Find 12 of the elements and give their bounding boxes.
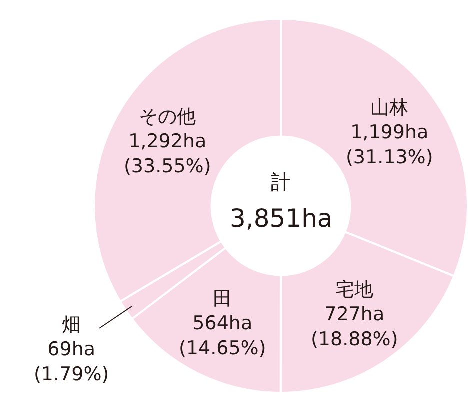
data-label: 1,199ha (31.13%)	[346, 122, 434, 168]
slice-label: 田	[213, 288, 232, 310]
text: 3,851ha	[230, 204, 333, 233]
data-label: 69ha (1.79%)	[34, 338, 110, 386]
data-label: 727ha (18.88%)	[311, 304, 398, 350]
text: 計	[271, 170, 291, 194]
slice-label: 畑	[62, 314, 82, 336]
data-label: 1,292ha (33.55%)	[124, 130, 212, 178]
slice-label: その他	[139, 106, 196, 128]
data-label: 564ha (14.65%)	[179, 312, 266, 360]
slice-label: 宅地	[336, 279, 374, 301]
slice-label: 山林	[370, 97, 409, 119]
